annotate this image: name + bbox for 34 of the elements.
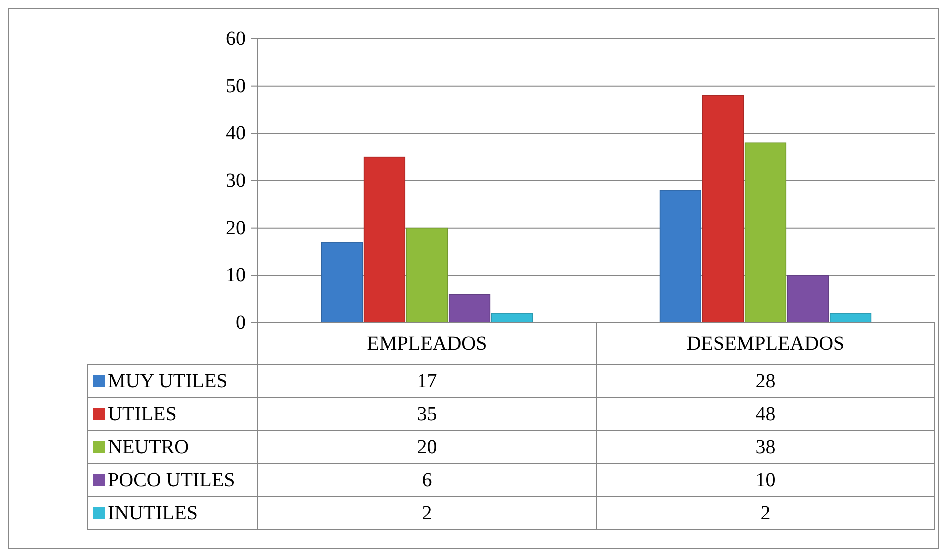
bar [702, 95, 744, 324]
data-label: 6 [422, 470, 432, 492]
legend-label: INUTILES [108, 502, 198, 524]
y-tick-label: 50 [226, 75, 246, 98]
data-label: 48 [756, 404, 776, 426]
bar [744, 142, 787, 324]
bar [830, 313, 872, 324]
y-tick-label: 20 [226, 217, 246, 240]
data-label: 2 [760, 502, 771, 524]
data-label: 28 [756, 370, 776, 392]
y-tick-label: 60 [226, 28, 246, 50]
data-label: 17 [417, 370, 438, 392]
legend-label: NEUTRO [108, 436, 190, 458]
bar [406, 228, 448, 324]
bar [448, 294, 491, 324]
data-label: 38 [756, 436, 776, 458]
y-tick-label: 10 [226, 264, 246, 287]
legend-label: UTILES [108, 404, 177, 426]
data-label: 10 [756, 470, 776, 492]
legend-label: MUY UTILES [108, 370, 228, 392]
bar [364, 156, 406, 324]
bar [660, 190, 702, 324]
y-tick-label: 0 [236, 312, 246, 334]
data-label: 35 [417, 404, 438, 426]
y-tick-label: 30 [226, 170, 246, 192]
data-label: 20 [417, 436, 438, 458]
x-tick-label: DESEMPLEADOS [686, 333, 845, 355]
data-label: 2 [422, 502, 432, 524]
bar [491, 313, 534, 324]
bar [321, 242, 364, 324]
y-tick-label: 40 [226, 122, 246, 145]
bar [787, 275, 830, 324]
legend-label: POCO UTILES [108, 470, 236, 492]
x-tick-label: EMPLEADOS [367, 333, 488, 355]
